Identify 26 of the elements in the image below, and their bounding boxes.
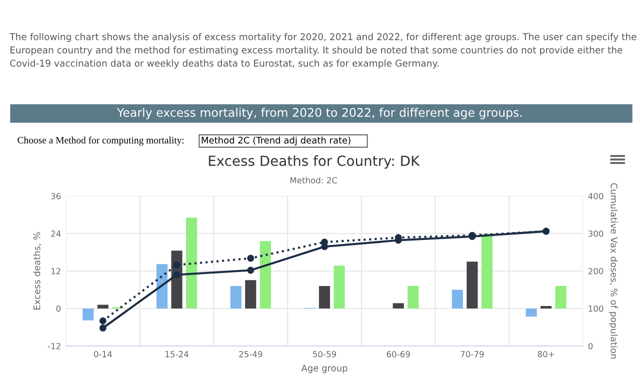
x-tick-label: 0-14 (94, 351, 112, 358)
y2-axis-title: Cumulative Vax doses, % of population (608, 183, 618, 359)
x-tick-label: 50-59 (313, 351, 336, 358)
y2-tick-label: 200 (588, 268, 604, 274)
y2-tick-label: 100 (588, 305, 604, 312)
y-tick-label: -12 (48, 342, 60, 350)
y-tick-label: 0 (56, 305, 61, 312)
x-tick-label: 60-69 (386, 351, 410, 358)
y-tick-label: 36 (51, 192, 61, 200)
y-axis-title: Excess deaths, % (33, 232, 42, 310)
x-tick-label: 15-24 (166, 351, 188, 358)
x-tick-label: 80+ (538, 351, 554, 358)
chart-subtitle: Method: 2C (290, 176, 338, 184)
x-tick-label: 25-49 (239, 351, 262, 358)
x-tick-label: 70-79 (460, 351, 484, 358)
x-axis-title: Age group (301, 364, 348, 374)
y2-tick-label: 0 (588, 342, 593, 350)
text: Method 2C (Trend adj death rate) (202, 136, 350, 146)
y-tick-label: 24 (51, 230, 61, 237)
chart-title: Excess Deaths for Country: DK (208, 155, 420, 169)
y2-tick-label: 400 (588, 192, 604, 200)
y-tick-label: 12 (51, 268, 60, 274)
text: The following chart shows the analysis of excess mortality for 2020, 2021 and 2022, for different age groups. The user can specify the European country and the method for estimating excess mortality. It should be noted that some countries do not provide either the Covid-19 vaccination data or weekly deaths data to Eurostat, such as for example Germany. (10, 33, 636, 69)
text: Choose a Method for computing mortality: (18, 136, 184, 146)
y2-tick-label: 300 (588, 230, 604, 237)
text: Yearly excess mortality, from 2020 to 2022, for different age groups. (117, 108, 522, 120)
